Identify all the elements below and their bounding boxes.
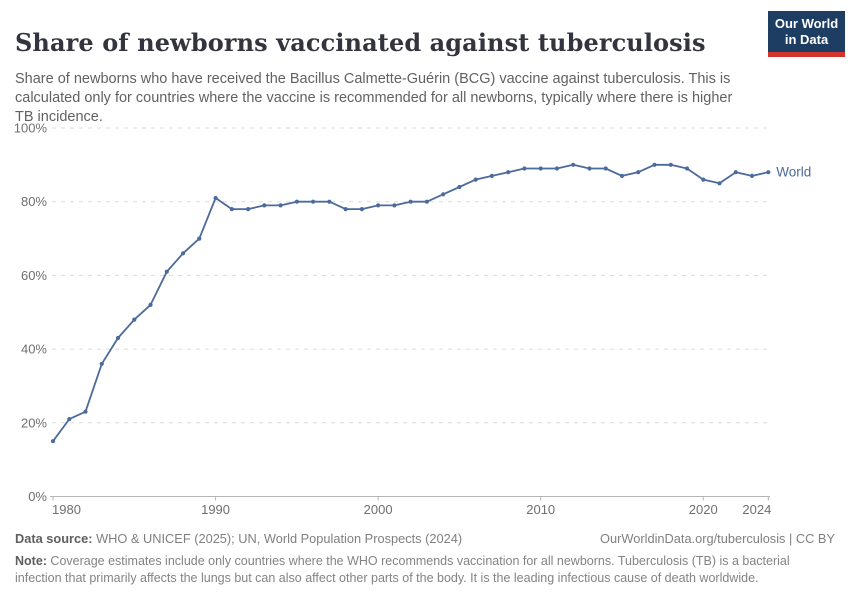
owid-logo[interactable]: Our World in Data (768, 11, 845, 57)
x-axis-tick-label: 2000 (364, 502, 393, 517)
data-source-line: Data source: WHO & UNICEF (2025); UN, Wo… (15, 531, 462, 546)
line-chart: 0% 20% 40% 60% 80% 100% 1980 1990 2000 2010 2020 20… (14, 121, 812, 518)
data-point[interactable] (376, 203, 381, 208)
data-point[interactable] (311, 199, 316, 204)
data-point[interactable] (441, 192, 446, 197)
note-body: Coverage estimates include only countrie… (15, 554, 790, 585)
data-point[interactable] (619, 173, 625, 178)
data-point[interactable] (701, 177, 706, 182)
data-point[interactable] (733, 170, 738, 175)
x-axis-tick-label: 2024 (742, 502, 771, 517)
data-point[interactable] (115, 335, 121, 341)
data-point[interactable] (408, 199, 413, 204)
series-line-world[interactable] (52, 163, 770, 443)
data-point[interactable] (246, 207, 251, 212)
data-point[interactable] (229, 207, 234, 212)
data-point[interactable] (473, 177, 478, 182)
data-point[interactable] (132, 317, 137, 322)
data-point[interactable] (148, 302, 153, 307)
data-point[interactable] (603, 166, 608, 171)
logo-text-line2: in Data (784, 31, 829, 47)
data-point[interactable] (392, 203, 397, 208)
x-axis-tick-label: 1980 (52, 502, 81, 517)
attribution-link[interactable]: OurWorldinData.org/tuberculosis | CC BY (600, 531, 835, 546)
data-point[interactable] (489, 173, 494, 178)
data-point[interactable] (213, 195, 218, 201)
data-point[interactable] (587, 166, 592, 171)
data-point[interactable] (359, 207, 364, 212)
data-point[interactable] (343, 207, 348, 212)
data-point[interactable] (717, 181, 722, 186)
data-point[interactable] (197, 236, 202, 241)
chart-footer: Data source: WHO & UNICEF (2025); UN, Wo… (15, 531, 835, 587)
data-point[interactable] (571, 162, 576, 167)
x-axis-tick-label: 2010 (526, 502, 555, 517)
data-point[interactable] (327, 199, 332, 204)
y-axis-tick-label: 80% (21, 194, 47, 209)
data-point[interactable] (99, 361, 104, 366)
y-axis-tick-label: 100% (14, 121, 48, 136)
data-point[interactable] (278, 203, 283, 208)
x-axis-tick-label: 2020 (689, 502, 718, 517)
data-point[interactable] (457, 184, 462, 190)
data-source-label: Data source: (15, 531, 93, 546)
data-point[interactable] (294, 199, 299, 204)
y-axis-tick-label: 60% (21, 268, 47, 283)
data-point[interactable] (554, 166, 560, 171)
data-point[interactable] (50, 439, 56, 444)
data-point[interactable] (506, 170, 511, 175)
data-point[interactable] (668, 162, 673, 167)
y-axis-tick-label: 40% (21, 342, 47, 357)
y-axis-tick-label: 20% (21, 415, 47, 430)
y-axis-tick-label: 0% (28, 489, 47, 504)
data-point[interactable] (164, 269, 169, 274)
x-axis-tick-label: 1990 (201, 502, 230, 517)
data-point[interactable] (181, 251, 186, 256)
data-point[interactable] (538, 166, 543, 171)
data-point[interactable] (83, 409, 88, 414)
page-title: Share of newborns vaccinated against tub… (15, 28, 706, 58)
data-point[interactable] (684, 166, 690, 171)
note-label: Note: (15, 554, 47, 568)
page-subtitle: Share of newborns who have received the … (15, 70, 733, 126)
data-point[interactable] (424, 199, 429, 204)
data-point[interactable] (262, 203, 267, 208)
data-point[interactable] (67, 417, 72, 422)
series-end-label[interactable]: World (776, 165, 811, 180)
data-source-text: WHO & UNICEF (2025); UN, World Populatio… (92, 531, 463, 546)
data-point[interactable] (749, 173, 755, 178)
note-text: Note: Coverage estimates include only co… (15, 553, 835, 587)
logo-text-line1: Our World (774, 15, 839, 31)
data-point[interactable] (766, 170, 771, 175)
data-point[interactable] (652, 162, 657, 167)
data-point[interactable] (522, 166, 527, 171)
data-point[interactable] (636, 170, 641, 175)
